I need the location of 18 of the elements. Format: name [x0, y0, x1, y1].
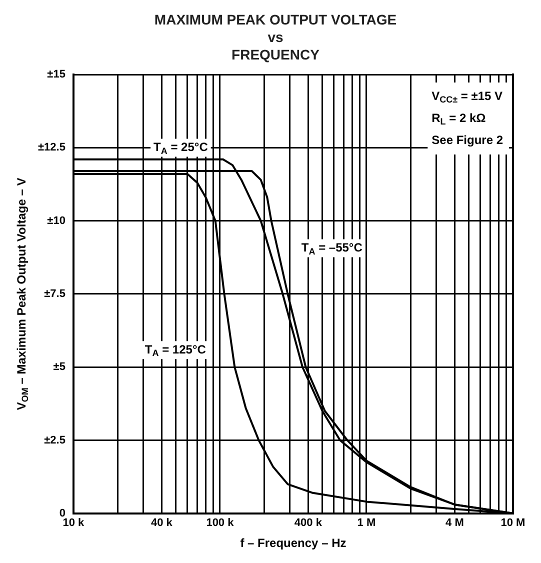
y-tick-label: ±15 — [47, 68, 66, 81]
y-tick-label: 0 — [59, 507, 66, 520]
y-tick-label: ±10 — [47, 214, 66, 227]
y-tick-label: ±2.5 — [44, 434, 66, 446]
y-axis-title: VOM – Maximum Peak Output Voltage – V — [14, 178, 30, 410]
annotation: See Figure 2 — [432, 132, 504, 147]
x-tick-label: 10 k — [62, 517, 86, 530]
x-tick-label: 100 k — [206, 517, 235, 530]
x-tick-label: 4 M — [446, 517, 464, 530]
chart-title: MAXIMUM PEAK OUTPUT VOLTAGE vs FREQUENCY — [154, 12, 397, 63]
y-tick-label: ±5 — [53, 361, 66, 374]
x-tick-label: 400 k — [294, 517, 323, 530]
x-axis-title: f – Frequency – Hz — [240, 536, 346, 550]
x-tick-label: 1 M — [357, 517, 376, 530]
x-tick-label: 40 k — [150, 517, 174, 530]
x-tick-label: 10 M — [500, 517, 526, 530]
y-tick-label: ±12.5 — [38, 142, 66, 154]
y-tick-label: ±7.5 — [44, 288, 66, 300]
